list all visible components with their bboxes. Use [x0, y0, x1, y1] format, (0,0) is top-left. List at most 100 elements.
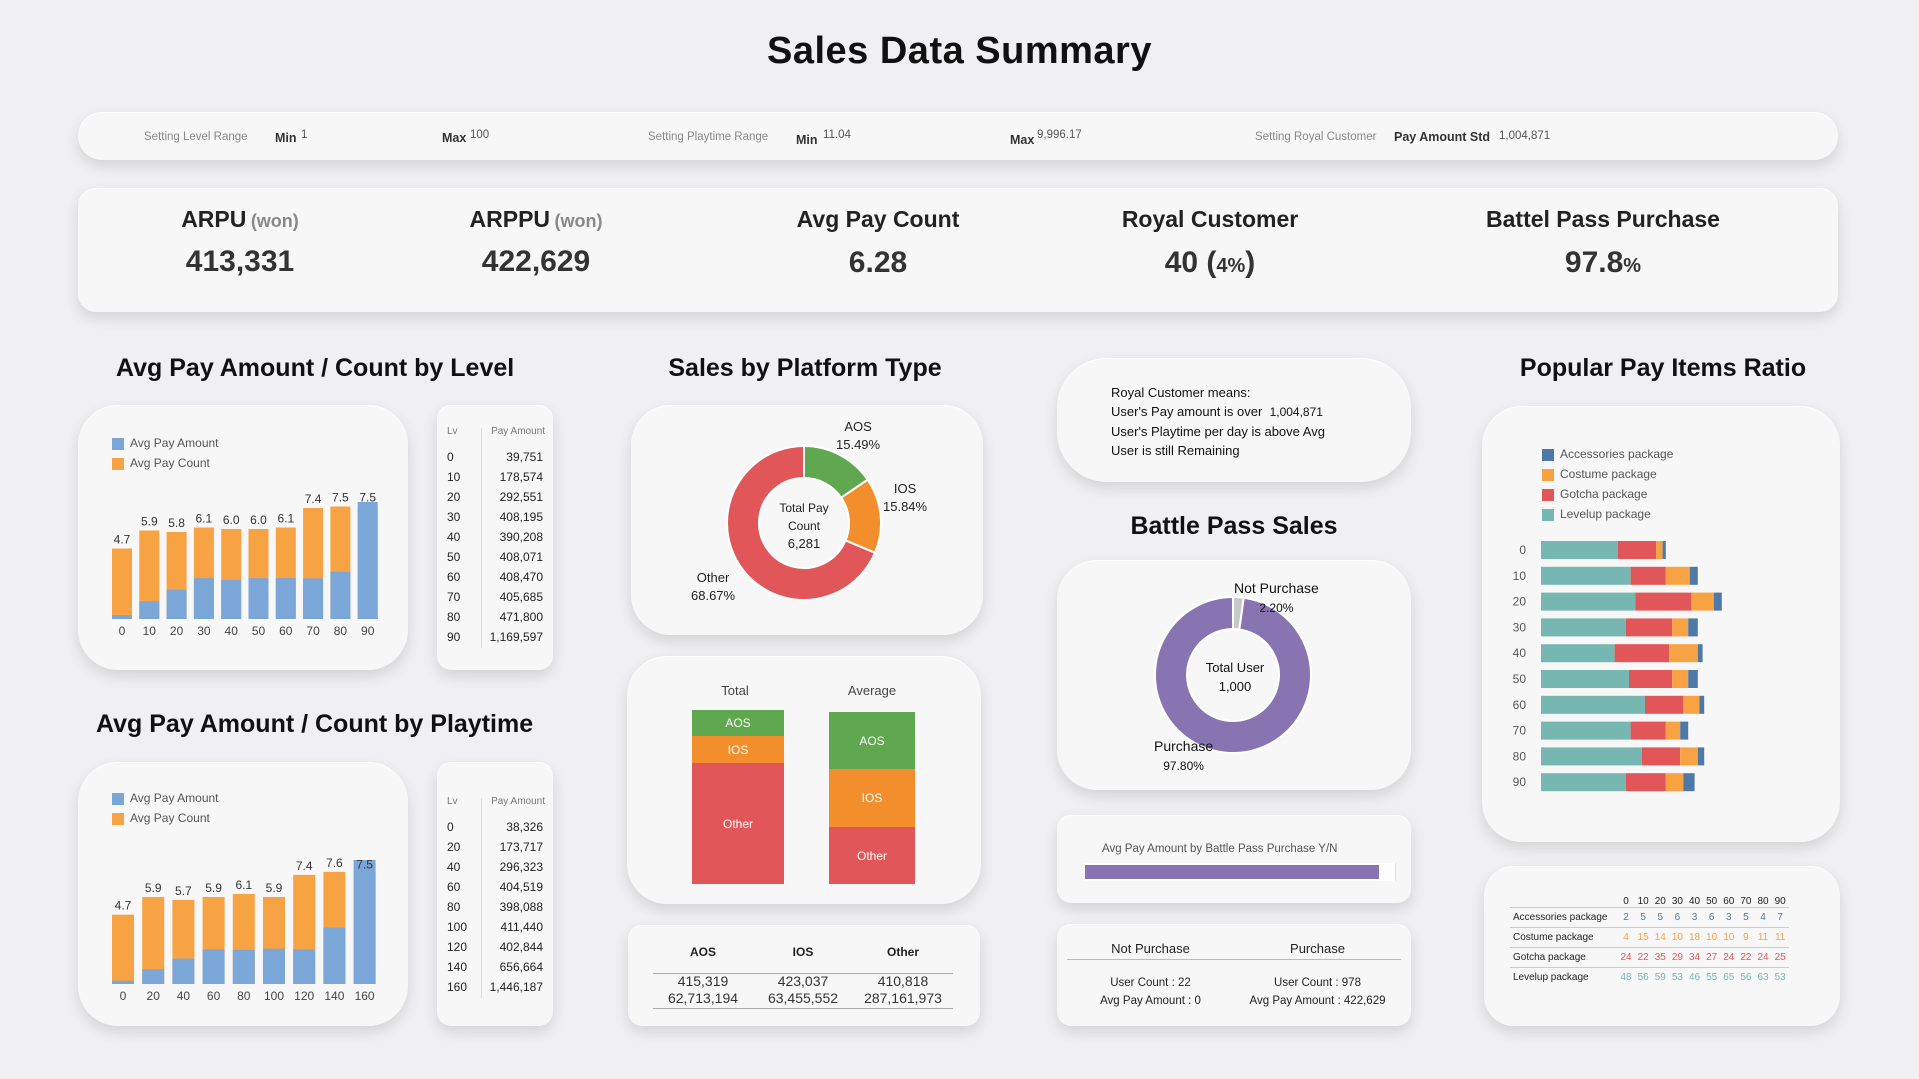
value-cell: 6: [1674, 912, 1681, 923]
platform-avg-row: 415,319 423,037 410,818: [653, 973, 953, 991]
aos-pct: 15.49%: [836, 437, 881, 452]
amount-cell: 656,664: [499, 960, 543, 974]
arppu-label: ARPPU: [469, 206, 551, 232]
column-divider: [481, 798, 482, 998]
count-data-label: 5.9: [141, 515, 158, 529]
y-tick-label: 0: [1519, 543, 1526, 557]
item-segment: [1629, 670, 1673, 688]
aos-segment: AOS: [829, 712, 915, 770]
amount-cell: 408,470: [499, 570, 543, 584]
stack-total-label: Total: [721, 683, 749, 698]
legend-item: Gotcha package: [1542, 484, 1673, 504]
item-segment: [1680, 747, 1698, 766]
battle-pass-table-card: Not Purchase Purchase User Count : 22 Av…: [1057, 924, 1411, 1026]
value-cell: 11: [1757, 932, 1769, 943]
amount-bar: [303, 578, 324, 619]
royal-customer-value: 40 (: [1164, 246, 1217, 279]
value-cell: 34: [1689, 952, 1701, 963]
table-row: Costume package 4 15 14 10 18 10 10 9 11 11: [1510, 927, 1789, 948]
value-cell: 27: [1706, 952, 1718, 963]
item-segment: [1680, 721, 1689, 740]
ios-total: 63,455,552: [767, 990, 839, 1006]
donut-center-line2: Count: [787, 519, 821, 533]
pay-amount-std-value[interactable]: 1,004,871: [1499, 130, 1551, 142]
value-cell: 24: [1620, 952, 1632, 963]
popular-chart-card: Accessories package Costume package Gotcha…: [1482, 406, 1840, 842]
blue-swatch-icon: [112, 792, 124, 805]
item-segment: [1688, 618, 1698, 637]
item-segment: [1625, 773, 1666, 792]
count-data-label: 7.5: [356, 857, 373, 871]
popular-legend: Accessories package Costume package Gotcha…: [1542, 444, 1673, 524]
lv-cell: 20: [447, 490, 461, 504]
item-segment: [1713, 592, 1722, 611]
playtime-table-card: Lv Pay Amount 0 38,326 20 173,717 40 296,323 60 4…: [437, 762, 553, 1026]
corner-cell: [1510, 896, 1618, 908]
value-cell: 46: [1689, 972, 1701, 984]
legend-item: Costume package: [1542, 464, 1673, 484]
count-bar: [112, 548, 132, 619]
value-cell: 35: [1654, 952, 1666, 963]
platform-section-title: Sales by Platform Type: [668, 354, 942, 382]
orange-swatch-icon: [112, 457, 124, 470]
platform-stack-card: Total Average AOS IOS Other AOS IOS Other: [627, 656, 981, 904]
legend-item: Levelup package: [1542, 504, 1673, 524]
x-tick-label: 80: [334, 624, 348, 638]
legend-avg-pay-amount-label: Avg Pay Amount: [130, 791, 219, 805]
amount-bar: [172, 958, 195, 984]
level-max-label: Max: [442, 131, 467, 145]
level-min-value[interactable]: 1: [301, 129, 308, 141]
x-tick-label: 0: [119, 624, 126, 638]
level-amount-table: Lv Pay Amount 0 39,751 10 178,574 20 292,551 30 4…: [437, 405, 553, 670]
item-segment: [1683, 773, 1695, 792]
level-max-value[interactable]: 100: [470, 129, 490, 141]
column-header: 40: [1689, 896, 1701, 907]
y-tick-label: 20: [1513, 595, 1527, 609]
value-cell: 53: [1774, 972, 1786, 984]
amount-cell: 402,844: [499, 940, 543, 954]
legend-avg-pay-count-label: Avg Pay Count: [130, 456, 210, 470]
ios-pct: 15.84%: [883, 499, 928, 514]
level-bar-chart: 4.7 0 5.9 10 5.8 20 6.1 30 6.0 40 6.0 50 6.1 60 7.4 70 7…: [112, 491, 378, 638]
settings-bar: Setting Level Range Min 1 Max 100 Settin…: [78, 112, 1838, 160]
bp-donut-center: Total User 1,000: [1177, 658, 1293, 696]
bp-table-body: User Count : 22 Avg Pay Amount : 0 User …: [1067, 974, 1401, 1010]
donut-center-line1: Total Pay: [779, 501, 829, 515]
item-segment: [1656, 541, 1663, 559]
amount-cell: 405,685: [499, 590, 543, 604]
playtime-max-value[interactable]: 9,996.17: [1037, 129, 1082, 141]
royal-info-value: 1,004,871: [1269, 405, 1323, 419]
amount-bar: [330, 571, 351, 619]
pay-amount-std-label: Pay Amount Std: [1394, 130, 1491, 144]
item-segment: [1697, 747, 1705, 766]
pay-amount-header: Pay Amount: [491, 426, 545, 437]
bp-purchase-name: Purchase: [1154, 738, 1214, 754]
bp-np-header: Not Purchase: [1111, 941, 1190, 956]
playtime-min-value[interactable]: 11.04: [823, 129, 851, 141]
legend-swatch-icon: [1542, 448, 1554, 461]
count-bar: [139, 530, 160, 619]
header-ios: IOS: [792, 945, 814, 959]
legend-label: Gotcha package: [1560, 487, 1648, 501]
x-tick-label: 70: [306, 624, 320, 638]
ios-avg: 423,037: [777, 973, 829, 989]
item-segment: [1625, 618, 1673, 637]
count-data-label: 5.7: [175, 884, 192, 898]
amount-cell: 398,088: [499, 900, 543, 914]
count-data-label: 7.4: [296, 859, 313, 873]
lv-cell: 50: [447, 550, 461, 564]
popular-section-title: Popular Pay Items Ratio: [1519, 354, 1807, 382]
y-tick-label: 10: [1513, 569, 1527, 583]
bp-np-cell: User Count : 22 Avg Pay Amount : 0: [1067, 974, 1234, 1010]
item-segment: [1665, 566, 1690, 585]
bp-purchase-label: Purchase 97.80%: [1154, 736, 1213, 776]
popular-table-card: 0 10 20 30 40 50 60 70 80 90 Accessories package 2 5…: [1484, 866, 1840, 1026]
level-chart-card: Avg Pay Amount Avg Pay Count 4.7 0 5.9 10 5.…: [78, 405, 408, 670]
value-cell: 53: [1671, 972, 1683, 984]
item-segment: [1699, 695, 1705, 714]
arppu-unit: (won): [554, 211, 603, 231]
amount-bar: [248, 578, 269, 619]
x-tick-label: 140: [324, 989, 344, 1003]
item-segment: [1541, 670, 1629, 688]
item-segment: [1630, 721, 1666, 740]
